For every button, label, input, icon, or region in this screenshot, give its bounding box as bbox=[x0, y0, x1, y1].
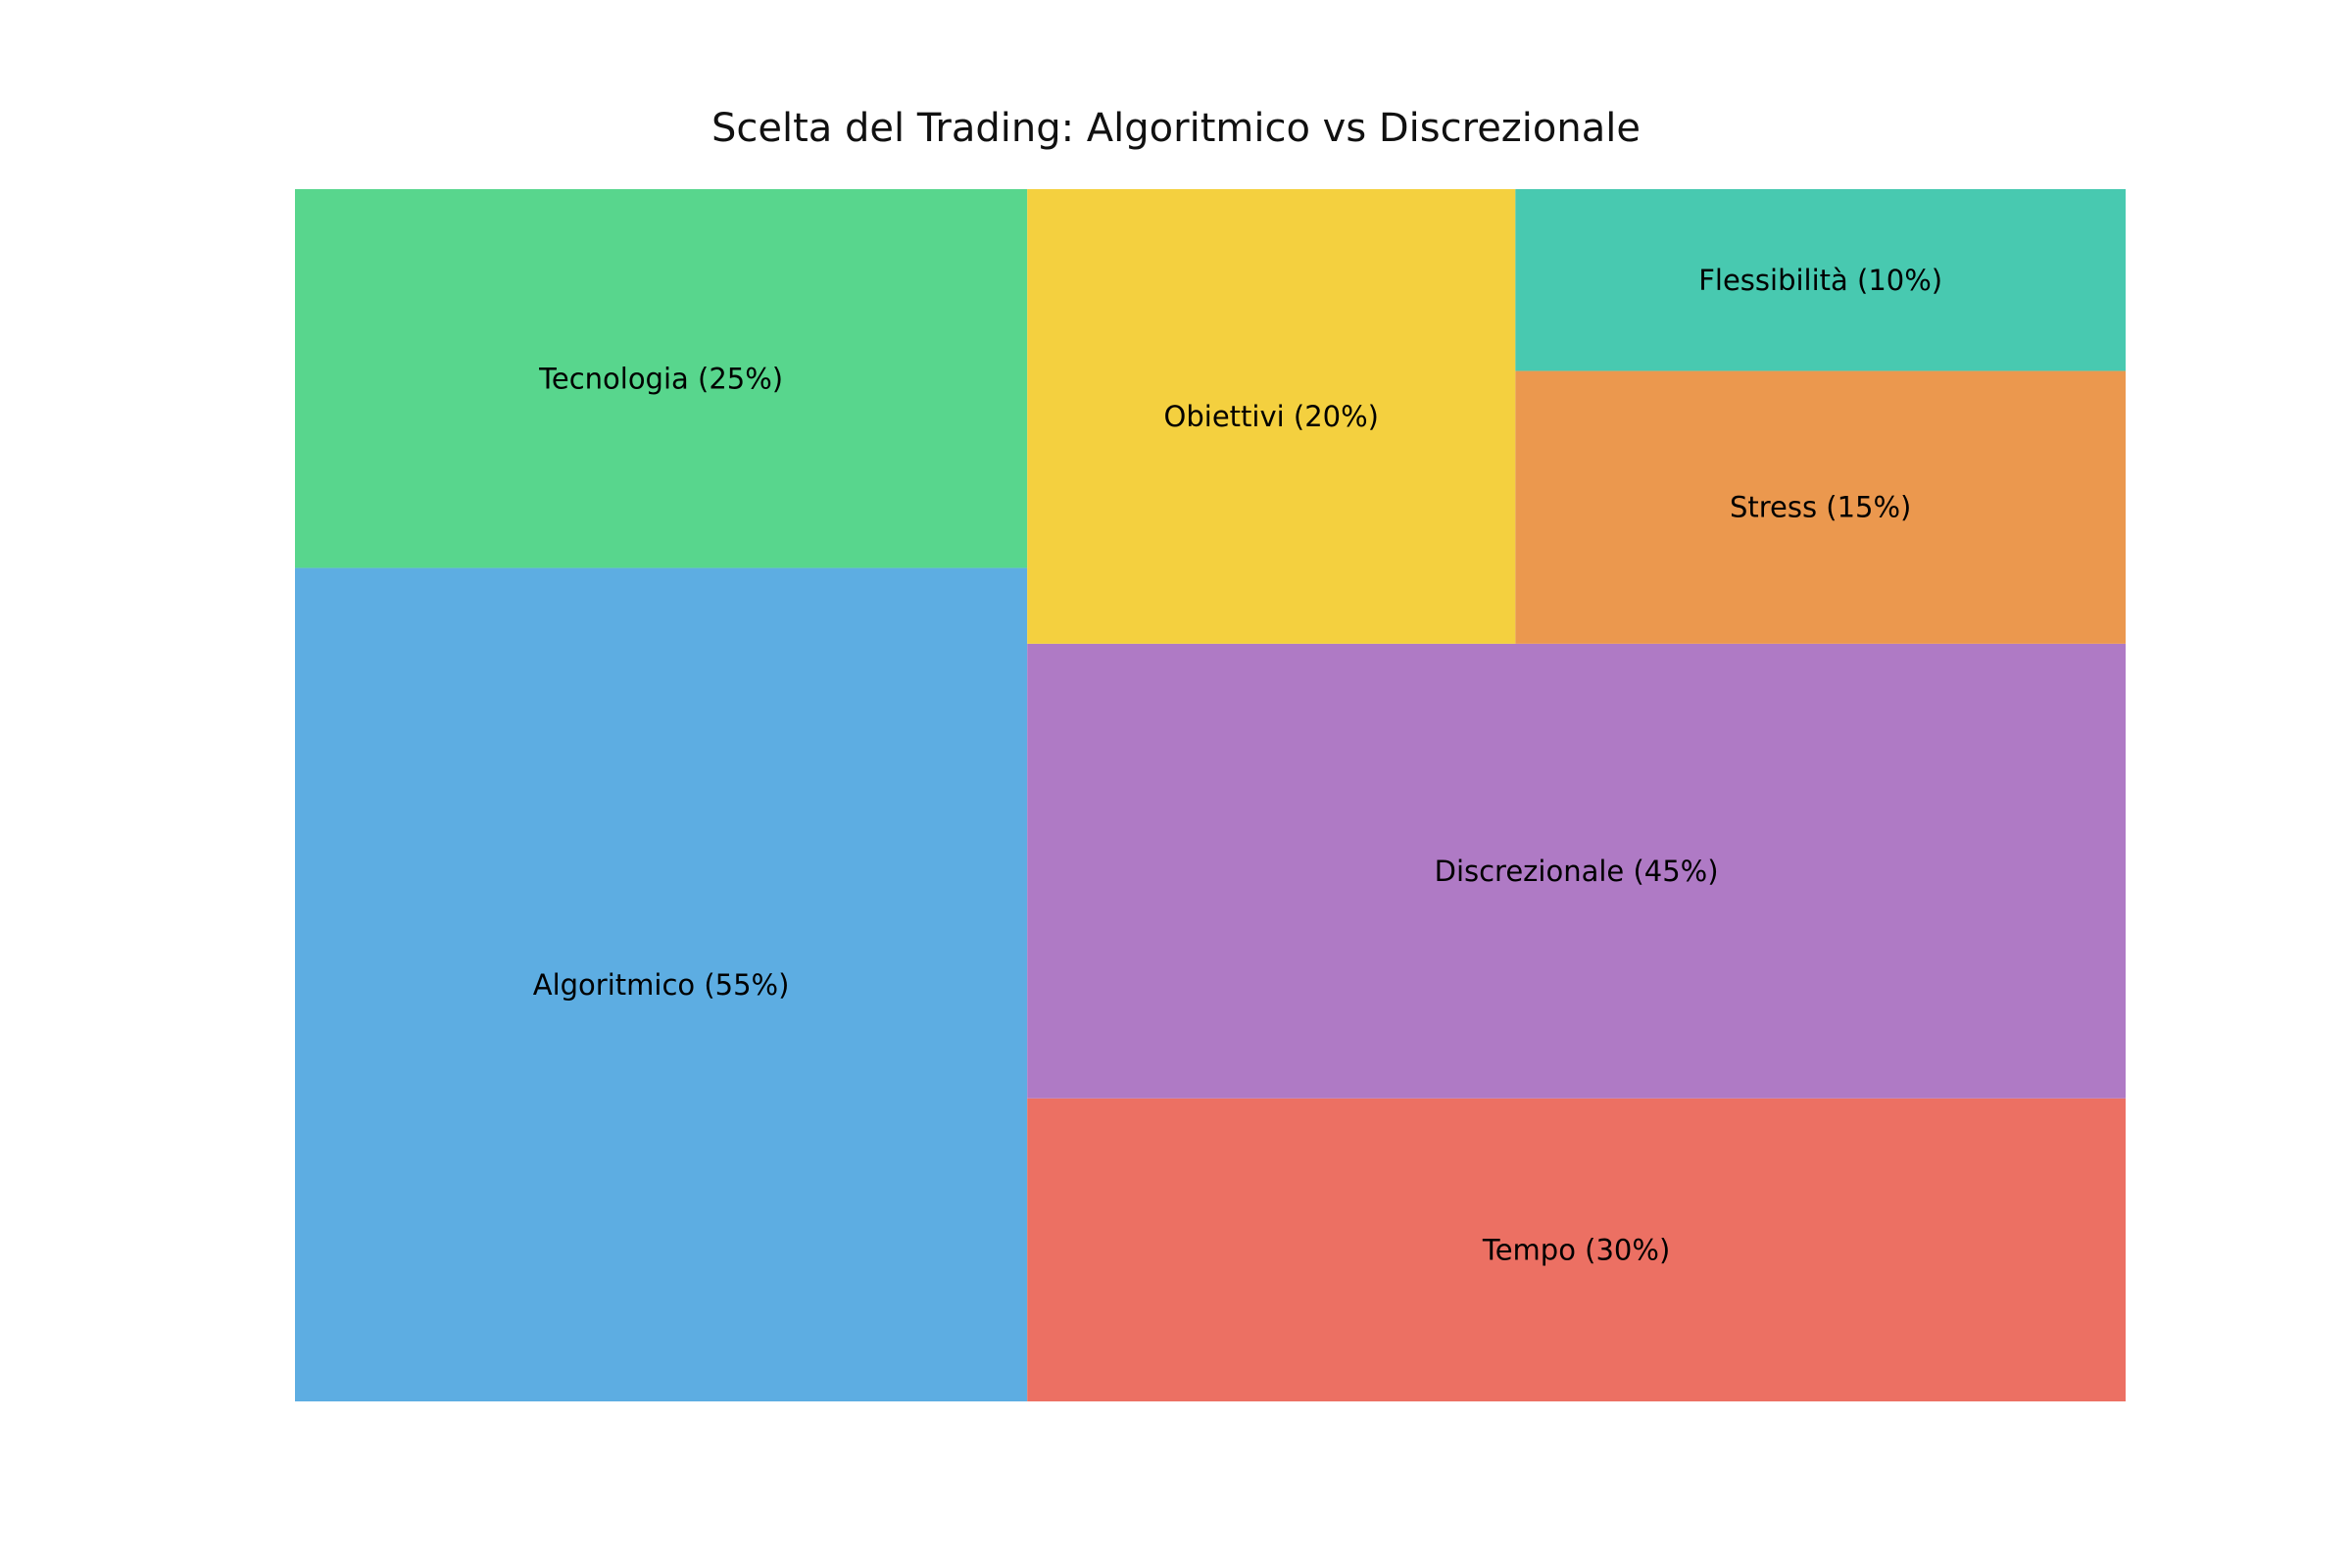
tile-stress bbox=[1515, 370, 2126, 644]
tile-tempo bbox=[1027, 1098, 2126, 1401]
tile-obiettivi bbox=[1027, 189, 1516, 644]
tile-discrezionale bbox=[1027, 643, 2126, 1099]
tile-label-obiettivi: Obiettivi (20%) bbox=[1164, 400, 1379, 433]
tile-label-discrezionale: Discrezionale (45%) bbox=[1435, 855, 1719, 888]
chart-title: Scelta del Trading: Algoritmico vs Discr… bbox=[711, 106, 1641, 151]
tile-label-stress: Stress (15%) bbox=[1730, 491, 1911, 524]
tile-label-tecnologia: Tecnologia (25%) bbox=[538, 362, 783, 395]
tile-flessibilita bbox=[1515, 189, 2126, 371]
tile-algoritmico bbox=[295, 567, 1028, 1401]
tile-label-flessibilita: Flessibilità (10%) bbox=[1698, 264, 1942, 297]
tile-label-tempo: Tempo (30%) bbox=[1482, 1233, 1670, 1266]
tile-tecnologia bbox=[295, 189, 1028, 568]
tile-label-algoritmico: Algoritmico (55%) bbox=[533, 968, 790, 1002]
